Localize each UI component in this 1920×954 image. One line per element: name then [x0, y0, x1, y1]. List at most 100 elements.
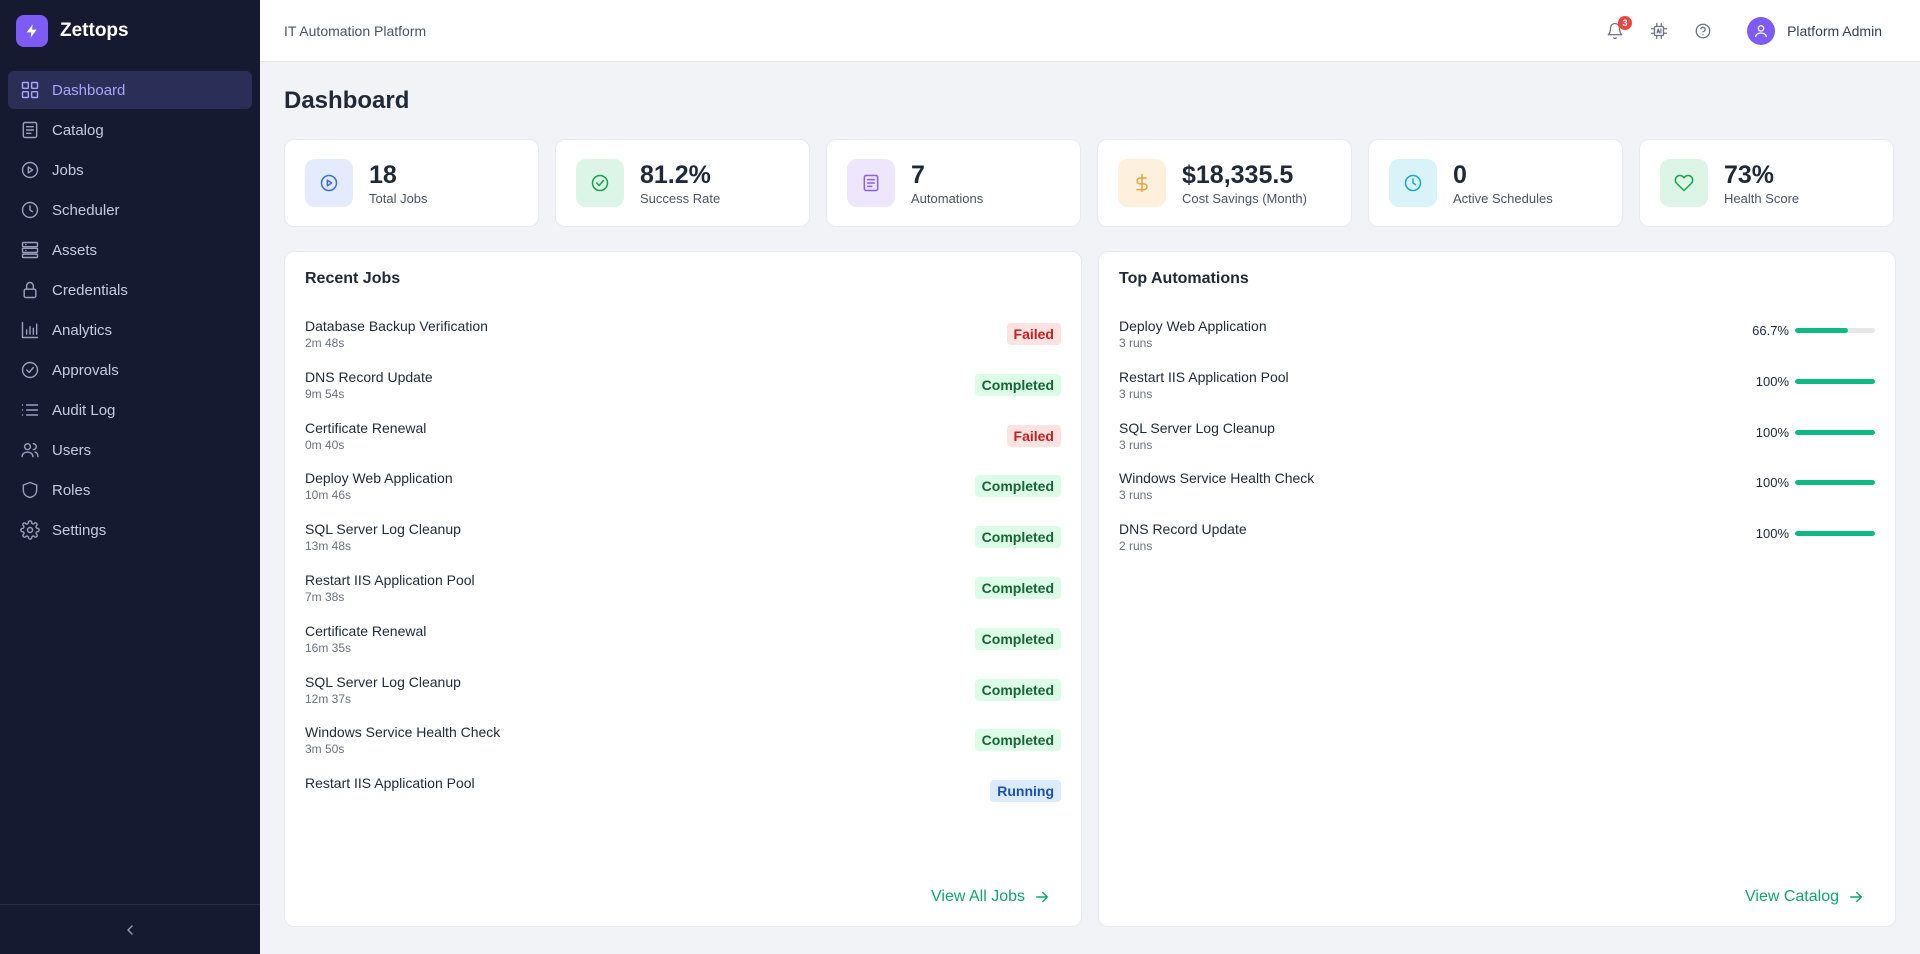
help-button[interactable] — [1681, 15, 1725, 47]
brand[interactable]: Zettops — [0, 0, 260, 62]
job-name: SQL Server Log Cleanup — [305, 521, 461, 538]
job-name: SQL Server Log Cleanup — [305, 673, 461, 690]
sidebar-item-assets[interactable]: Assets — [8, 231, 252, 269]
automation-name: Windows Service Health Check — [1119, 470, 1315, 487]
clock-icon — [21, 201, 39, 219]
stat-icon-wrap — [1660, 159, 1708, 207]
notifications-button[interactable]: 3 — [1593, 15, 1637, 47]
sidebar-item-scheduler[interactable]: Scheduler — [8, 191, 252, 229]
sidebar-item-approvals[interactable]: Approvals — [8, 351, 252, 389]
automation-row[interactable]: DNS Record Update 2 runs 100% — [1119, 515, 1875, 566]
user-icon — [1755, 24, 1768, 37]
status-badge: Failed — [1006, 323, 1061, 345]
status-badge: Completed — [974, 526, 1061, 549]
sidebar-item-label: Jobs — [52, 161, 84, 179]
stat-value: 81.2% — [640, 160, 711, 189]
sidebar-item-roles[interactable]: Roles — [8, 471, 252, 509]
success-rate-bar — [1795, 378, 1875, 384]
sidebar-item-label: Roles — [52, 481, 91, 499]
automation-row[interactable]: Deploy Web Application 3 runs 66.7% — [1119, 312, 1875, 363]
bar-chart-icon — [21, 321, 39, 339]
automation-row[interactable]: Windows Service Health Check 3 runs 100% — [1119, 464, 1875, 515]
job-row[interactable]: Database Backup Verification 2m 48s Failed — [305, 312, 1061, 363]
job-row[interactable]: SQL Server Log Cleanup 13m 48s Completed — [305, 515, 1061, 566]
sidebar-nav: Dashboard Catalog Jobs Scheduler Assets Crede… — [0, 62, 260, 549]
sidebar-item-credentials[interactable]: Credentials — [8, 271, 252, 309]
job-name: Windows Service Health Check — [305, 724, 501, 741]
stat-icon-wrap — [576, 159, 624, 207]
chevron-left-icon — [127, 924, 133, 935]
check-circle-icon — [591, 174, 609, 192]
recent-jobs-title: Recent Jobs — [305, 270, 401, 287]
play-circle-icon — [320, 174, 338, 192]
sidebar-item-label: Credentials — [52, 281, 128, 299]
shield-icon — [22, 481, 38, 499]
automation-name: SQL Server Log Cleanup — [1119, 419, 1275, 436]
stat-icon-wrap — [847, 159, 895, 207]
success-rate: 100% — [1749, 425, 1875, 440]
success-rate: 66.7% — [1749, 323, 1875, 338]
stats-row: 18 Total Jobs 81.2% Success Rate 7 Automation… — [284, 139, 1896, 227]
sidebar-item-label: Dashboard — [52, 81, 126, 99]
success-rate-bar — [1795, 429, 1875, 435]
top-automations-panel: Top Automations Deploy Web Application 3 … — [1098, 251, 1896, 927]
heart-icon — [1674, 174, 1694, 192]
status-badge: Completed — [974, 475, 1061, 498]
view-all-jobs-link[interactable]: View All Jobs — [931, 888, 1051, 906]
sidebar: Zettops Dashboard Catalog Jobs Scheduler Ass… — [0, 0, 260, 954]
avatar — [1747, 16, 1776, 45]
job-duration: 2m 48s — [305, 336, 345, 350]
stat-card-total-jobs: 18 Total Jobs — [284, 139, 539, 227]
job-duration: 7m 38s — [305, 589, 345, 604]
job-name: Deploy Web Application — [305, 470, 453, 487]
job-row[interactable]: Restart IIS Application Pool Running — [305, 769, 1061, 820]
stat-icon-wrap — [1118, 159, 1166, 207]
automation-row[interactable]: Restart IIS Application Pool 3 runs 100% — [1119, 363, 1875, 414]
sidebar-collapse-button[interactable] — [0, 904, 260, 954]
server-icon — [21, 241, 39, 259]
success-rate-bar-fill — [1795, 378, 1875, 384]
stat-label: Health Score — [1724, 190, 1800, 206]
job-duration: 0m 40s — [305, 437, 345, 452]
success-rate-label: 100% — [1755, 373, 1789, 389]
chip-icon — [1650, 22, 1668, 39]
automation-runs: 3 runs — [1119, 437, 1153, 452]
view-catalog-link[interactable]: View Catalog — [1745, 888, 1865, 906]
sidebar-item-jobs[interactable]: Jobs — [8, 151, 252, 189]
job-row[interactable]: Windows Service Health Check 3m 50s Comple… — [305, 718, 1061, 769]
sidebar-item-analytics[interactable]: Analytics — [8, 311, 252, 349]
job-name: Restart IIS Application Pool — [305, 571, 475, 588]
automation-name: DNS Record Update — [1119, 521, 1247, 538]
job-row[interactable]: DNS Record Update 9m 54s Completed — [305, 363, 1061, 414]
automation-runs: 2 runs — [1119, 539, 1153, 554]
automation-row[interactable]: SQL Server Log Cleanup 3 runs 100% — [1119, 414, 1875, 465]
job-row[interactable]: Certificate Renewal 0m 40s Failed — [305, 414, 1061, 465]
job-row[interactable]: Certificate Renewal 16m 35s Completed — [305, 617, 1061, 668]
job-duration: 13m 48s — [305, 539, 352, 554]
job-row[interactable]: Deploy Web Application 10m 46s Completed — [305, 464, 1061, 515]
sidebar-item-label: Scheduler — [52, 201, 120, 219]
sidebar-item-audit-log[interactable]: Audit Log — [8, 391, 252, 429]
job-duration: 9m 54s — [305, 386, 345, 401]
user-menu[interactable]: Platform Admin — [1747, 16, 1882, 45]
top-automations-title: Top Automations — [1119, 270, 1249, 287]
sidebar-item-users[interactable]: Users — [8, 431, 252, 469]
top-automations-list: Deploy Web Application 3 runs 66.7% Restart… — [1119, 312, 1875, 566]
main-content: Dashboard 18 Total Jobs 81.2% Success Rate 7… — [284, 62, 1896, 927]
list-icon — [21, 404, 39, 416]
recent-jobs-panel: Recent Jobs Database Backup Verification… — [284, 251, 1082, 927]
job-row[interactable]: SQL Server Log Cleanup 12m 37s Completed — [305, 668, 1061, 719]
job-row[interactable]: Restart IIS Application Pool 7m 38s Comple… — [305, 566, 1061, 617]
ai-assistant-button[interactable] — [1637, 15, 1681, 47]
view-all-jobs-label: View All Jobs — [931, 888, 1025, 905]
stat-label: Success Rate — [640, 190, 721, 206]
sidebar-item-settings[interactable]: Settings — [8, 511, 252, 549]
stat-icon-wrap — [1389, 159, 1437, 207]
status-badge: Running — [990, 780, 1061, 803]
job-duration: 10m 46s — [305, 488, 352, 503]
success-rate-bar — [1795, 328, 1875, 333]
stat-label: Cost Savings (Month) — [1182, 190, 1307, 206]
sidebar-item-catalog[interactable]: Catalog — [8, 111, 252, 149]
automation-name: Deploy Web Application — [1119, 318, 1267, 334]
sidebar-item-dashboard[interactable]: Dashboard — [8, 71, 252, 109]
